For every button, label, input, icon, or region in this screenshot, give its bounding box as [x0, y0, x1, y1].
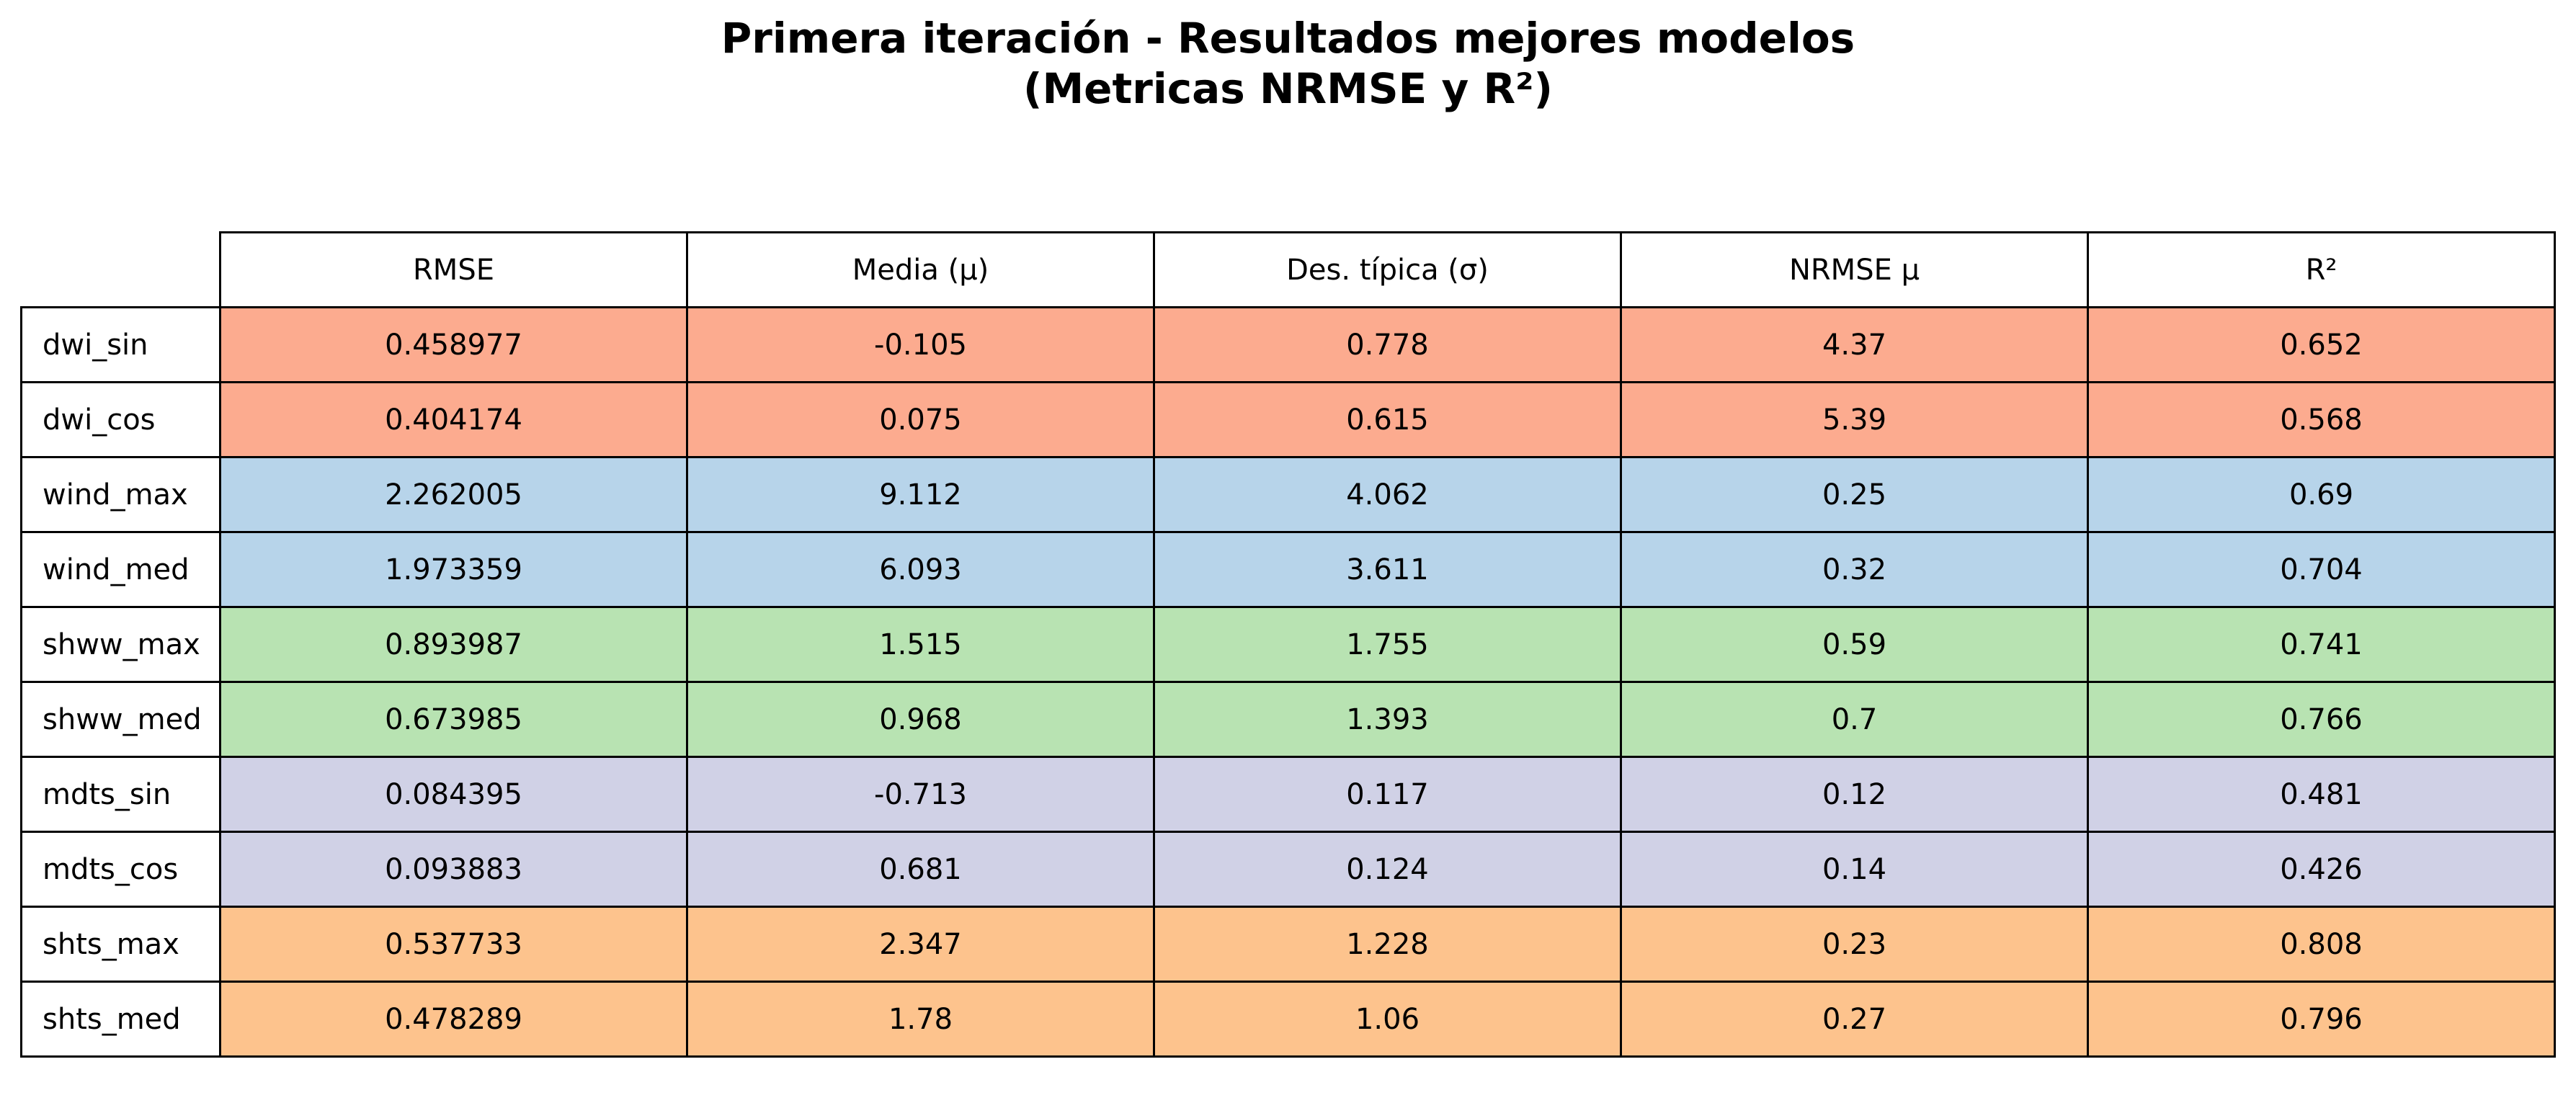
cell-rmse: 0.093883	[219, 831, 688, 908]
cell-media: 2.347	[686, 906, 1155, 983]
cell-nrmse: 0.32	[1620, 531, 2089, 608]
cell-r2: 0.808	[2087, 906, 2556, 983]
cell-des-tipica: 1.755	[1153, 606, 1622, 683]
row-label: shww_med	[20, 681, 221, 758]
row-label: dwi_sin	[20, 306, 221, 383]
cell-nrmse: 0.59	[1620, 606, 2089, 683]
cell-media: 0.681	[686, 831, 1155, 908]
cell-rmse: 2.262005	[219, 456, 688, 533]
cell-des-tipica: 0.778	[1153, 306, 1622, 383]
cell-r2: 0.704	[2087, 531, 2556, 608]
cell-des-tipica: 1.393	[1153, 681, 1622, 758]
cell-nrmse: 4.37	[1620, 306, 2089, 383]
cell-media: 9.112	[686, 456, 1155, 533]
cell-rmse: 0.893987	[219, 606, 688, 683]
table-row: shts_max 0.537733 2.347 1.228 0.23 0.808	[20, 906, 2556, 983]
column-header-rmse: RMSE	[219, 231, 688, 308]
corner-cell	[22, 233, 220, 308]
cell-nrmse: 0.12	[1620, 756, 2089, 833]
column-header-r2: R²	[2087, 231, 2556, 308]
cell-media: -0.105	[686, 306, 1155, 383]
chart-title-line-1: Primera iteración - Resultados mejores m…	[721, 14, 1855, 63]
header-row: RMSE Media (μ) Des. típica (σ) NRMSE μ R…	[22, 231, 2556, 308]
cell-media: 1.78	[686, 981, 1155, 1058]
cell-r2: 0.426	[2087, 831, 2556, 908]
cell-rmse: 0.458977	[219, 306, 688, 383]
column-header-media: Media (μ)	[686, 231, 1155, 308]
cell-rmse: 1.973359	[219, 531, 688, 608]
column-header-nrmse: NRMSE μ	[1620, 231, 2089, 308]
cell-rmse: 0.478289	[219, 981, 688, 1058]
cell-r2: 0.766	[2087, 681, 2556, 758]
cell-nrmse: 0.25	[1620, 456, 2089, 533]
table-row: shts_med 0.478289 1.78 1.06 0.27 0.796	[20, 981, 2556, 1058]
row-label: shts_max	[20, 906, 221, 983]
cell-rmse: 0.673985	[219, 681, 688, 758]
cell-media: 0.075	[686, 381, 1155, 458]
cell-r2: 0.652	[2087, 306, 2556, 383]
cell-rmse: 0.537733	[219, 906, 688, 983]
row-label: wind_med	[20, 531, 221, 608]
cell-nrmse: 0.27	[1620, 981, 2089, 1058]
row-label: mdts_sin	[20, 756, 221, 833]
chart-title-line-2: (Metricas NRMSE y R²)	[1022, 64, 1554, 113]
cell-r2: 0.796	[2087, 981, 2556, 1058]
cell-nrmse: 0.14	[1620, 831, 2089, 908]
cell-rmse: 0.404174	[219, 381, 688, 458]
cell-media: 1.515	[686, 606, 1155, 683]
row-label: shww_max	[20, 606, 221, 683]
cell-des-tipica: 0.124	[1153, 831, 1622, 908]
cell-nrmse: 0.7	[1620, 681, 2089, 758]
table-row: wind_max 2.262005 9.112 4.062 0.25 0.69	[20, 456, 2556, 533]
table-row: dwi_sin 0.458977 -0.105 0.778 4.37 0.652	[20, 306, 2556, 383]
cell-rmse: 0.084395	[219, 756, 688, 833]
cell-media: 0.968	[686, 681, 1155, 758]
row-label: dwi_cos	[20, 381, 221, 458]
table-row: shww_max 0.893987 1.515 1.755 0.59 0.741	[20, 606, 2556, 683]
table-row: dwi_cos 0.404174 0.075 0.615 5.39 0.568	[20, 381, 2556, 458]
cell-nrmse: 5.39	[1620, 381, 2089, 458]
table-row: mdts_cos 0.093883 0.681 0.124 0.14 0.426	[20, 831, 2556, 908]
row-label: mdts_cos	[20, 831, 221, 908]
cell-des-tipica: 3.611	[1153, 531, 1622, 608]
cell-des-tipica: 4.062	[1153, 456, 1622, 533]
cell-nrmse: 0.23	[1620, 906, 2089, 983]
table-row: shww_med 0.673985 0.968 1.393 0.7 0.766	[20, 681, 2556, 758]
chart-title: Primera iteración - Resultados mejores m…	[0, 13, 2576, 114]
metrics-table: RMSE Media (μ) Des. típica (σ) NRMSE μ R…	[20, 231, 2556, 1058]
cell-des-tipica: 0.117	[1153, 756, 1622, 833]
cell-r2: 0.481	[2087, 756, 2556, 833]
cell-des-tipica: 1.228	[1153, 906, 1622, 983]
row-label: shts_med	[20, 981, 221, 1058]
cell-des-tipica: 1.06	[1153, 981, 1622, 1058]
cell-media: 6.093	[686, 531, 1155, 608]
table-row: mdts_sin 0.084395 -0.713 0.117 0.12 0.481	[20, 756, 2556, 833]
column-header-des-tipica: Des. típica (σ)	[1153, 231, 1622, 308]
cell-media: -0.713	[686, 756, 1155, 833]
cell-r2: 0.69	[2087, 456, 2556, 533]
cell-des-tipica: 0.615	[1153, 381, 1622, 458]
cell-r2: 0.741	[2087, 606, 2556, 683]
cell-r2: 0.568	[2087, 381, 2556, 458]
row-label: wind_max	[20, 456, 221, 533]
table-row: wind_med 1.973359 6.093 3.611 0.32 0.704	[20, 531, 2556, 608]
table-body: dwi_sin 0.458977 -0.105 0.778 4.37 0.652 dwi_c…	[20, 306, 2556, 1058]
